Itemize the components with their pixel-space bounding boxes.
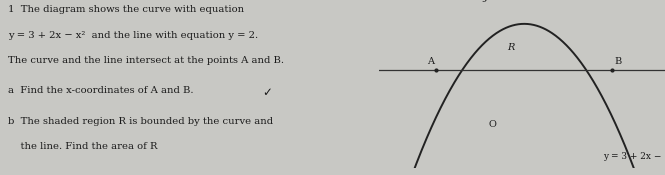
Text: B: B bbox=[614, 57, 622, 66]
Text: The curve and the line intersect at the points A and B.: The curve and the line intersect at the … bbox=[8, 56, 284, 65]
Text: R: R bbox=[507, 43, 515, 52]
Text: b  The shaded region R is bounded by the curve and: b The shaded region R is bounded by the … bbox=[8, 117, 273, 126]
Text: a  Find the x-coordinates of A and B.: a Find the x-coordinates of A and B. bbox=[8, 86, 194, 95]
Text: A: A bbox=[427, 57, 434, 66]
Text: ✓: ✓ bbox=[262, 86, 272, 99]
Text: y = 3 + 2x − x²  and the line with equation y = 2.: y = 3 + 2x − x² and the line with equati… bbox=[8, 32, 258, 40]
Text: y = 3 + 2x −: y = 3 + 2x − bbox=[603, 152, 662, 161]
Text: the line. Find the area of R: the line. Find the area of R bbox=[8, 142, 157, 151]
Text: O: O bbox=[488, 120, 496, 129]
Text: y: y bbox=[483, 0, 488, 2]
Text: 1  The diagram shows the curve with equation: 1 The diagram shows the curve with equat… bbox=[8, 5, 244, 14]
